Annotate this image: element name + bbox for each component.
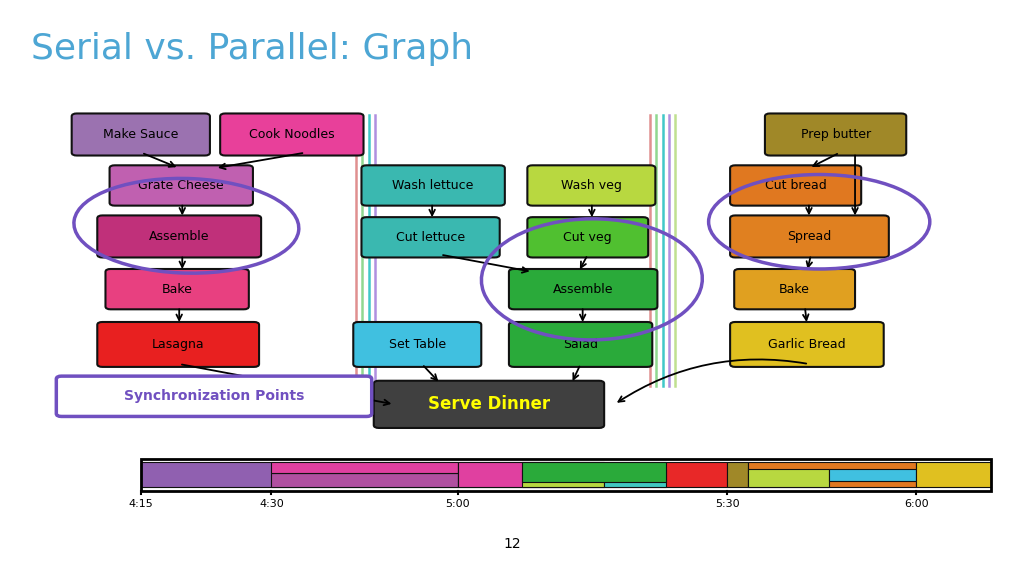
Text: Set Table: Set Table — [389, 338, 445, 351]
Bar — [829, 469, 916, 481]
FancyBboxPatch shape — [220, 113, 364, 156]
FancyBboxPatch shape — [56, 376, 372, 416]
Text: 6:00: 6:00 — [904, 499, 929, 509]
FancyBboxPatch shape — [730, 215, 889, 257]
Bar — [522, 469, 604, 487]
Text: Wash lettuce: Wash lettuce — [392, 179, 474, 192]
Text: Make Sauce: Make Sauce — [103, 128, 178, 141]
FancyBboxPatch shape — [730, 322, 884, 367]
Text: Synchronization Points: Synchronization Points — [124, 389, 304, 403]
Text: 4:15: 4:15 — [129, 499, 154, 509]
Text: Cut bread: Cut bread — [765, 179, 826, 192]
FancyBboxPatch shape — [72, 113, 210, 156]
FancyBboxPatch shape — [509, 269, 657, 309]
Text: Serve Dinner: Serve Dinner — [428, 395, 550, 414]
FancyBboxPatch shape — [509, 322, 652, 367]
Bar — [271, 473, 458, 487]
Bar — [458, 462, 604, 487]
Bar — [727, 462, 748, 487]
FancyBboxPatch shape — [361, 217, 500, 257]
FancyBboxPatch shape — [527, 165, 655, 206]
Bar — [141, 459, 991, 491]
Text: Grate Cheese: Grate Cheese — [138, 179, 224, 192]
FancyBboxPatch shape — [353, 322, 481, 367]
FancyBboxPatch shape — [765, 113, 906, 156]
Text: Cut veg: Cut veg — [563, 231, 612, 244]
Text: Wash veg: Wash veg — [561, 179, 622, 192]
Text: Bake: Bake — [779, 283, 810, 295]
Text: Assemble: Assemble — [553, 283, 613, 295]
Bar — [604, 469, 666, 487]
Text: 5:30: 5:30 — [715, 499, 739, 509]
Text: 4:30: 4:30 — [259, 499, 284, 509]
Text: Serial vs. Parallel: Graph: Serial vs. Parallel: Graph — [31, 32, 473, 66]
Text: 12: 12 — [503, 537, 521, 551]
Bar — [271, 462, 458, 473]
Text: Bake: Bake — [162, 283, 193, 295]
FancyBboxPatch shape — [730, 165, 861, 206]
FancyBboxPatch shape — [374, 381, 604, 428]
FancyBboxPatch shape — [97, 215, 261, 257]
Bar — [522, 462, 666, 482]
FancyBboxPatch shape — [527, 217, 648, 257]
FancyBboxPatch shape — [97, 322, 259, 367]
FancyBboxPatch shape — [734, 269, 855, 309]
Text: 5:00: 5:00 — [445, 499, 470, 509]
Bar — [748, 469, 829, 487]
Bar — [141, 462, 458, 487]
Text: Prep butter: Prep butter — [801, 128, 870, 141]
Text: Lasagna: Lasagna — [152, 338, 205, 351]
FancyBboxPatch shape — [110, 165, 253, 206]
Bar — [916, 462, 991, 487]
Text: Garlic Bread: Garlic Bread — [768, 338, 846, 351]
Text: Assemble: Assemble — [148, 230, 210, 243]
Text: Spread: Spread — [787, 230, 831, 243]
Text: Cook Noodles: Cook Noodles — [249, 128, 335, 141]
Text: Cut lettuce: Cut lettuce — [396, 231, 465, 244]
Bar — [748, 462, 916, 487]
FancyBboxPatch shape — [105, 269, 249, 309]
Bar — [458, 462, 727, 487]
Text: Salad: Salad — [563, 338, 598, 351]
FancyBboxPatch shape — [361, 165, 505, 206]
